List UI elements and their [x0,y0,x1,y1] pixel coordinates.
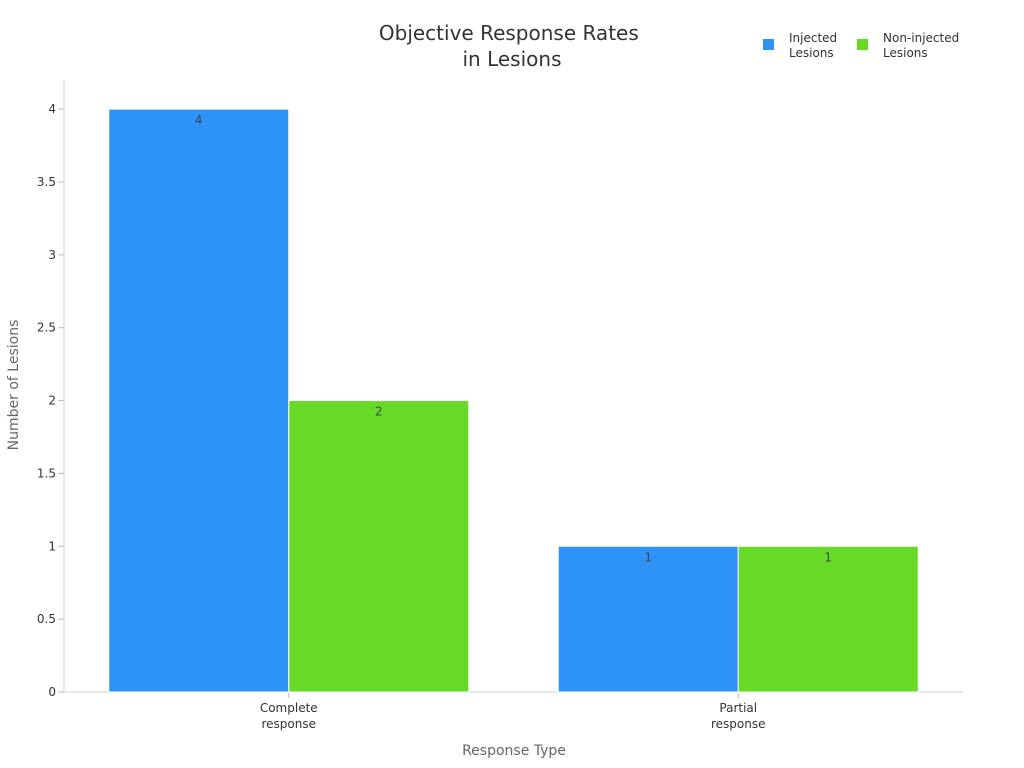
chart-title-line-2: in Lesions [463,47,562,71]
legend-label-line: Lesions [883,46,928,60]
bars: 4 2 1 1 [108,108,919,693]
y-tick-label: 0 [48,685,56,699]
data-label: 2 [375,405,383,419]
y-tick-label: 2 [48,394,56,408]
x-tick-label-line: Complete [260,701,318,715]
y-tick-label: 1 [48,539,56,553]
y-tick-label: 2.5 [37,321,56,335]
bar-non-injected-0[interactable] [288,400,470,693]
chart-title-line-1: Objective Response Rates [379,21,639,45]
legend-item-injected[interactable]: Injected Lesions [763,31,837,60]
x-tick-label-line: response [711,717,766,731]
y-tick-label: 3 [48,248,56,262]
x-tick-label: Partial response [711,701,766,731]
legend-item-non-injected[interactable]: Non-injected Lesions [857,31,959,60]
bar-injected-0[interactable] [108,108,290,693]
legend-label: Non-injected Lesions [883,31,959,60]
y-tick-label: 0.5 [37,612,56,626]
legend-label-line: Non-injected [883,31,959,45]
x-tick-label-line: Partial [719,701,757,715]
legend-label: Injected Lesions [789,31,837,60]
y-tick-label: 4 [48,102,56,116]
x-tick-label: Complete response [260,701,318,731]
y-tick-label: 3.5 [37,175,56,189]
legend-label-line: Injected [789,31,837,45]
bar-injected-1[interactable] [557,545,739,693]
data-label: 1 [824,550,832,564]
y-tick-label: 1.5 [37,466,56,480]
bar-non-injected-1[interactable] [737,545,919,693]
legend-swatch [763,39,774,50]
x-tick-label-line: response [261,717,316,731]
legend-swatch [857,39,868,50]
data-label: 4 [195,113,203,127]
data-label: 1 [644,550,652,564]
legend-label-line: Lesions [789,46,834,60]
chart-title: Objective Response Rates in Lesions [379,21,645,71]
x-axis-title: Response Type [462,743,566,759]
y-axis-title: Number of Lesions [6,320,22,451]
